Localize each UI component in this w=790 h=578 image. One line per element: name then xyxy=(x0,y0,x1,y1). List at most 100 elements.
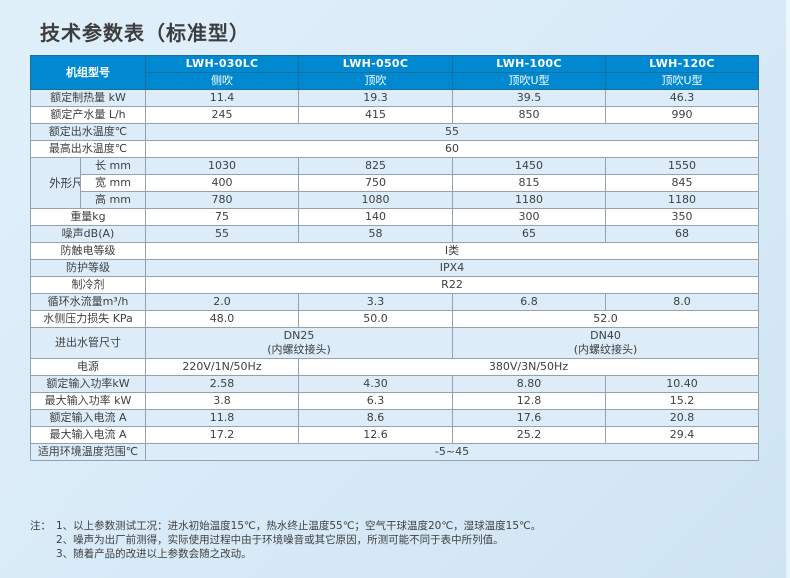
cell-value: 8.0 xyxy=(605,293,759,311)
cell-value: 3.3 xyxy=(298,293,453,311)
cell-value: 58 xyxy=(298,225,453,243)
cell-value-merged: 380V/3N/50Hz xyxy=(298,358,759,376)
cell-value: 1180 xyxy=(605,191,759,209)
table-row: 进出水管尺寸 DN25 (内螺纹接头) DN40 (内螺纹接头) xyxy=(30,327,759,359)
cell-value: 20.8 xyxy=(605,409,759,427)
cell-value: 1550 xyxy=(605,157,759,175)
cell-value: 6.8 xyxy=(452,293,606,311)
row-label: 最高出水温度℃ xyxy=(30,140,146,158)
row-label: 额定产水量 L/h xyxy=(30,106,146,124)
cell-value: 845 xyxy=(605,174,759,192)
header-row-models: 机组型号 LWH-030LC LWH-050C LWH-100C LWH-120… xyxy=(30,55,759,90)
cell-value: 415 xyxy=(298,106,453,124)
cell-value: 10.40 xyxy=(605,375,759,393)
table-row: 最大输入电流 A 17.2 12.6 25.2 29.4 xyxy=(30,426,759,444)
row-label: 制冷剂 xyxy=(30,276,146,294)
cell-value: 75 xyxy=(145,208,299,226)
cell-value: 11.4 xyxy=(145,89,299,107)
cell-value-merged: -5~45 xyxy=(145,443,759,461)
footnote-line: 2、噪声为出厂前测得，实际使用过程中由于环境噪音或其它原因，所测可能不同于表中所… xyxy=(56,533,504,546)
table-row: 防触电等级 Ⅰ类 xyxy=(30,242,759,260)
table-row: 防护等级 IPX4 xyxy=(30,259,759,277)
row-label: 最大输入功率 kW xyxy=(30,392,146,410)
col-header-blow-2: 顶吹 xyxy=(298,72,453,90)
cell-value: 815 xyxy=(452,174,606,192)
col-header-blow-3: 顶吹U型 xyxy=(452,72,606,90)
cell-value: 750 xyxy=(298,174,453,192)
cell-value: 1080 xyxy=(298,191,453,209)
cell-value: 780 xyxy=(145,191,299,209)
pipe-left-size: DN25 xyxy=(283,329,315,343)
cell-value: 400 xyxy=(145,174,299,192)
footnote-lines: 1、以上参数测试工况：进水初始温度15℃，热水终止温度55℃；空气干球温度20℃… xyxy=(56,520,541,562)
col-header-model-1: LWH-030LC xyxy=(145,55,299,73)
cell-value: 8.6 xyxy=(298,409,453,427)
row-label: 防触电等级 xyxy=(30,242,146,260)
model-header-cell: 机组型号 xyxy=(30,55,146,90)
col-header-blow-4: 顶吹U型 xyxy=(605,72,759,90)
cell-value: 1180 xyxy=(452,191,606,209)
footnote-prefix: 注： xyxy=(30,520,51,532)
cell-value: 12.8 xyxy=(452,392,606,410)
row-label: 高 mm xyxy=(80,191,146,209)
table-row: 额定输入功率kW 2.58 4.30 8.80 10.40 xyxy=(30,375,759,393)
cell-value: 48.0 xyxy=(145,310,299,328)
page-edge-highlight xyxy=(786,0,790,578)
cell-value: 220V/1N/50Hz xyxy=(145,358,299,376)
cell-value: 17.6 xyxy=(452,409,606,427)
cell-value: 11.8 xyxy=(145,409,299,427)
cell-value: 46.3 xyxy=(605,89,759,107)
col-header-model-3: LWH-100C xyxy=(452,55,606,73)
cell-value: 2.0 xyxy=(145,293,299,311)
row-label: 防护等级 xyxy=(30,259,146,277)
pipe-right-joint: (内螺纹接头) xyxy=(573,343,638,356)
col-header-model-2: LWH-050C xyxy=(298,55,453,73)
cell-value: 68 xyxy=(605,225,759,243)
cell-value: 850 xyxy=(452,106,606,124)
table-row: 额定出水温度℃ 55 xyxy=(30,123,759,141)
row-label: 额定输入功率kW xyxy=(30,375,146,393)
pipe-right-size: DN40 xyxy=(590,329,621,343)
table-row: 高 mm 780 1080 1180 1180 xyxy=(31,191,759,209)
row-label: 最大输入电流 A xyxy=(30,426,146,444)
dimensions-group-text: 外形尺寸 xyxy=(49,175,79,190)
col-header-blow-1: 侧吹 xyxy=(145,72,299,90)
row-label: 长 mm xyxy=(80,157,146,175)
cell-value: 39.5 xyxy=(452,89,606,107)
cell-value: 19.3 xyxy=(298,89,453,107)
page-title: 技术参数表（标准型） xyxy=(40,21,250,45)
table-row: 额定产水量 L/h 245 415 850 990 xyxy=(30,106,759,124)
table-row: 电源 220V/1N/50Hz 380V/3N/50Hz xyxy=(30,358,759,376)
cell-value: 29.4 xyxy=(605,426,759,444)
cell-value-merged: 55 xyxy=(145,123,759,141)
table-row: 噪声dB(A) 55 58 65 68 xyxy=(30,225,759,243)
table-row: 宽 mm 400 750 815 845 xyxy=(31,174,759,192)
footnote-line: 1、以上参数测试工况：进水初始温度15℃，热水终止温度55℃；空气干球温度20℃… xyxy=(56,520,542,532)
cell-value-merged: Ⅰ类 xyxy=(145,242,759,260)
cell-value-merged: IPX4 xyxy=(145,259,759,277)
table-row: 适用环境温度范围℃ -5~45 xyxy=(30,443,759,461)
cell-value-merged: 60 xyxy=(145,140,759,158)
table-row: 循环水流量m³/h 2.0 3.3 6.8 8.0 xyxy=(30,293,759,311)
row-label: 循环水流量m³/h xyxy=(30,293,146,311)
cell-value: 3.8 xyxy=(145,392,299,410)
dimensions-group-label: 外形尺寸 xyxy=(30,157,81,209)
row-label: 进出水管尺寸 xyxy=(30,327,146,359)
row-label: 电源 xyxy=(30,358,146,376)
cell-value: 245 xyxy=(145,106,299,124)
row-label: 水侧压力损失 KPa xyxy=(30,310,146,328)
cell-pipe-left: DN25 (内螺纹接头) xyxy=(145,327,453,359)
table-row: 最高出水温度℃ 60 xyxy=(30,140,759,158)
cell-value: 825 xyxy=(298,157,453,175)
pipe-left-joint: (内螺纹接头) xyxy=(267,343,331,356)
row-label: 额定出水温度℃ xyxy=(30,123,146,141)
cell-value: 65 xyxy=(452,225,606,243)
cell-pipe-right: DN40 (内螺纹接头) xyxy=(452,327,759,359)
cell-value: 15.2 xyxy=(605,392,759,410)
row-label: 额定输入电流 A xyxy=(30,409,146,427)
row-label: 额定制热量 kW xyxy=(30,89,146,107)
row-label: 宽 mm xyxy=(80,174,146,192)
cell-value: 990 xyxy=(605,106,759,124)
header-row-blow-types: 侧吹 顶吹 顶吹U型 顶吹U型 xyxy=(31,72,759,90)
cell-value: 12.6 xyxy=(298,426,453,444)
